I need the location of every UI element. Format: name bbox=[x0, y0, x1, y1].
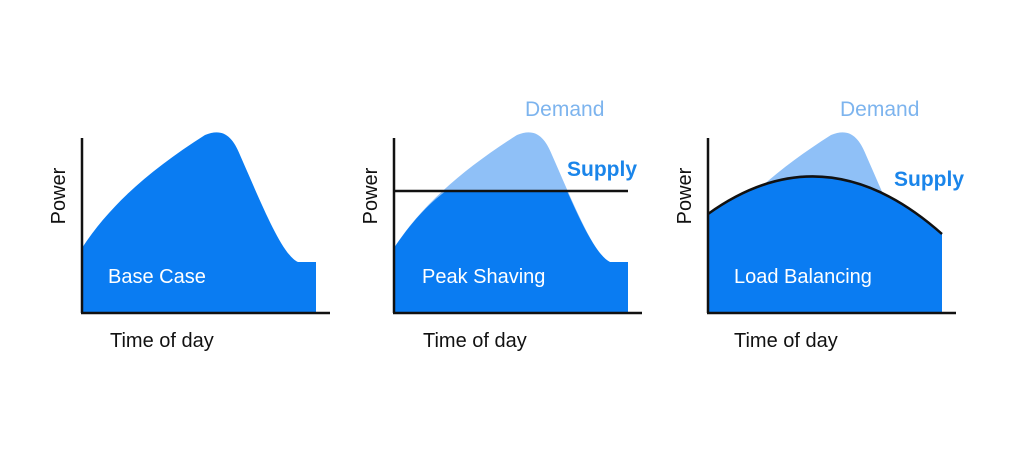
panel-base-case: Base Case Time of day Power bbox=[48, 132, 330, 352]
supply-label: Supply bbox=[894, 168, 964, 191]
supply-curve bbox=[707, 175, 943, 235]
x-axis-label: Time of day bbox=[423, 330, 527, 352]
y-axis-label: Power bbox=[360, 167, 382, 224]
x-axis-label: Time of day bbox=[734, 330, 838, 352]
inner-label: Base Case bbox=[108, 266, 206, 288]
supply-area bbox=[708, 176, 942, 313]
panel-load-balancing: Demand Supply Load Balancing Time of day… bbox=[674, 98, 964, 352]
y-axis-label: Power bbox=[674, 167, 696, 224]
demand-area-supplied bbox=[394, 191, 628, 313]
panel-peak-shaving: Demand Supply Peak Shaving Time of day P… bbox=[360, 98, 642, 352]
x-axis-label: Time of day bbox=[110, 330, 214, 352]
inner-label: Load Balancing bbox=[734, 266, 872, 288]
demand-label: Demand bbox=[525, 98, 604, 121]
inner-label: Peak Shaving bbox=[422, 266, 545, 288]
supply-label: Supply bbox=[567, 158, 637, 181]
demand-label: Demand bbox=[840, 98, 919, 121]
demand-area bbox=[82, 132, 316, 313]
y-axis-label: Power bbox=[48, 167, 70, 224]
